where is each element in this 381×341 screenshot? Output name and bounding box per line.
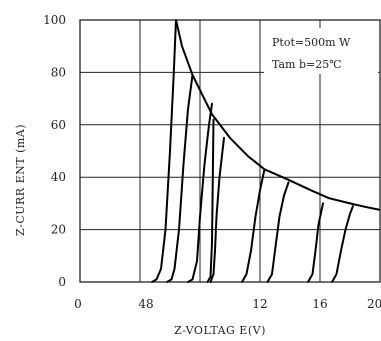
y-tick-label-60: 60 (51, 118, 66, 132)
zener-curve-8 (307, 202, 324, 283)
zener-curves (151, 19, 354, 283)
zener-curve-3 (187, 102, 213, 283)
y-tick-label-0: 0 (58, 275, 66, 289)
power-limit-curve-group (175, 19, 381, 211)
zener-curve-5 (209, 136, 225, 283)
y-tick-label-100: 100 (43, 13, 66, 27)
plot-frame (79, 19, 381, 283)
y-axis-title: Z-CURR ENT (mA) (14, 124, 27, 236)
y-tick-label-80: 80 (51, 65, 66, 79)
zener-curve-1 (151, 19, 177, 283)
power-limit-curve (175, 19, 381, 211)
x-tick-label-20: 20 (367, 297, 381, 311)
x-tick-label-16: 16 (312, 297, 327, 311)
annotation-ptot: Ptot=500m W (272, 36, 351, 49)
y-tick-label-40: 40 (51, 170, 66, 184)
y-tick-labels: 0 20 40 60 80 100 (43, 13, 66, 289)
zener-curve-7 (266, 181, 290, 283)
zener-curve-6 (241, 168, 266, 283)
x-tick-label-0: 0 (74, 297, 82, 311)
x-tick-label-48: 48 (138, 297, 153, 311)
x-tick-label-12: 12 (252, 297, 267, 311)
zener-curve-4 (206, 118, 215, 283)
x-tick-labels: 0 48 12 16 20 (74, 297, 381, 311)
legend-box (264, 28, 378, 74)
y-tick-label-20: 20 (51, 223, 66, 237)
zener-curve-9 (331, 205, 354, 283)
annotation-tamb: Tam b=25℃ (272, 58, 342, 71)
zener-curve-2 (166, 74, 194, 283)
x-axis-title: Z-VOLTAG E(V) (174, 324, 266, 337)
